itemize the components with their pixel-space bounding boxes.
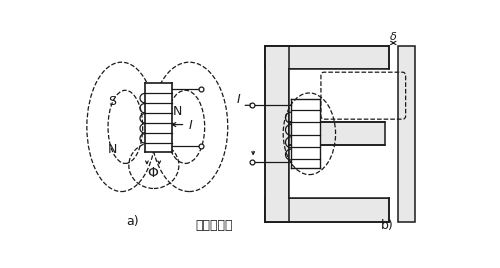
Bar <box>266 46 422 222</box>
Bar <box>266 199 388 222</box>
Text: $δ$: $δ$ <box>389 30 398 42</box>
Text: N: N <box>108 143 117 157</box>
Bar <box>144 83 172 152</box>
Text: $I$: $I$ <box>236 93 242 106</box>
Text: $Φ_S$: $Φ_S$ <box>323 136 340 151</box>
Bar <box>291 99 320 169</box>
Bar <box>288 122 385 145</box>
Text: $Φ$: $Φ$ <box>147 166 159 180</box>
Bar <box>398 46 415 222</box>
Text: S: S <box>108 95 116 108</box>
Text: $Φ$: $Φ$ <box>374 89 386 103</box>
Text: a): a) <box>126 215 140 228</box>
Text: b): b) <box>381 219 394 232</box>
Bar <box>266 46 388 69</box>
Bar <box>266 46 288 222</box>
Bar <box>288 122 385 145</box>
Bar <box>288 69 388 199</box>
Text: $I$: $I$ <box>188 119 194 132</box>
Text: 线圈的磁场: 线圈的磁场 <box>195 219 232 232</box>
Text: N: N <box>173 105 182 118</box>
